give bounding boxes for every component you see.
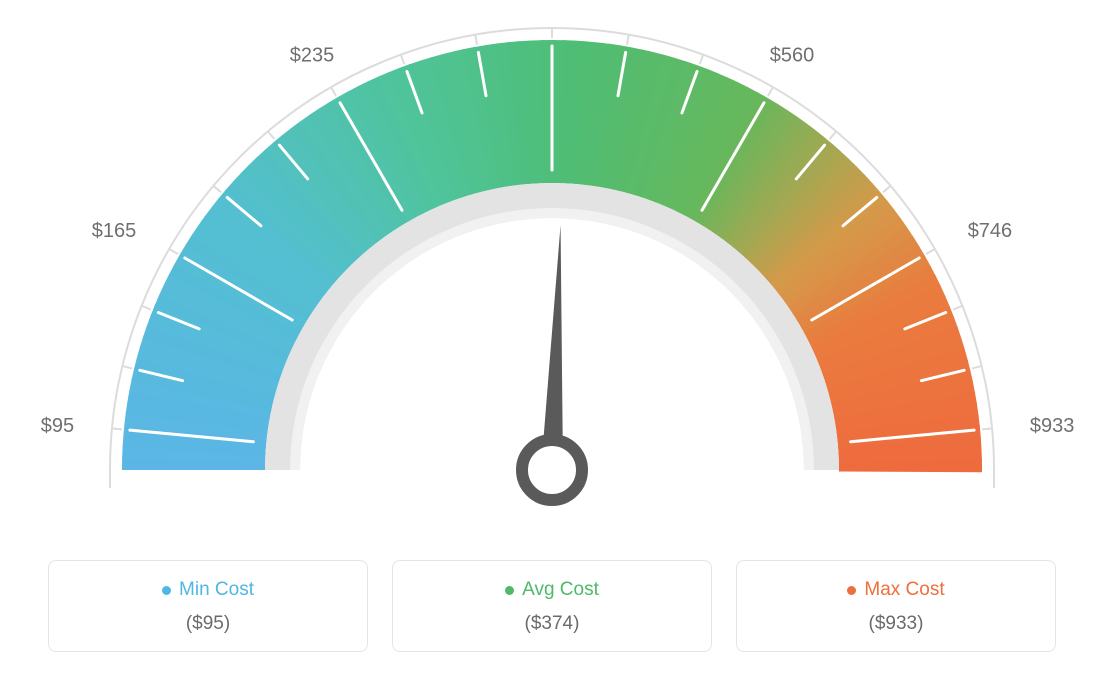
gauge-needle [541,225,563,470]
gauge-svg: $95 $165 $235 $374 $560 $746 $933 [0,0,1104,560]
legend-value-max: ($933) [747,613,1045,635]
legend-card-avg: Avg Cost ($374) [392,560,712,652]
legend-value-min: ($95) [59,613,357,635]
legend-row: Min Cost ($95) Avg Cost ($374) Max Cost … [0,560,1104,652]
legend-label-min: Min Cost [179,579,254,601]
gauge-tick-label-4: $560 [770,44,815,66]
legend-dot-avg [505,586,514,595]
gauge-tick-label-6: $933 [1030,415,1075,437]
legend-top-min: Min Cost [59,579,357,601]
legend-top-avg: Avg Cost [403,579,701,601]
gauge-tick-label-5: $746 [968,220,1013,242]
gauge-area: $95 $165 $235 $374 $560 $746 $933 [0,0,1104,560]
legend-label-max: Max Cost [864,579,944,601]
legend-card-max: Max Cost ($933) [736,560,1056,652]
gauge-hub [522,440,582,500]
cost-gauge-widget: $95 $165 $235 $374 $560 $746 $933 Min Cost ($9… [0,0,1104,690]
gauge-tick-label-1: $165 [92,220,137,242]
legend-label-avg: Avg Cost [522,579,599,601]
gauge-tick-label-2: $235 [290,44,335,66]
gauge-tick-label-3: $374 [530,0,575,2]
legend-top-max: Max Cost [747,579,1045,601]
legend-card-min: Min Cost ($95) [48,560,368,652]
legend-dot-min [162,586,171,595]
legend-dot-max [847,586,856,595]
gauge-tick-label-0: $95 [41,415,74,437]
legend-value-avg: ($374) [403,613,701,635]
